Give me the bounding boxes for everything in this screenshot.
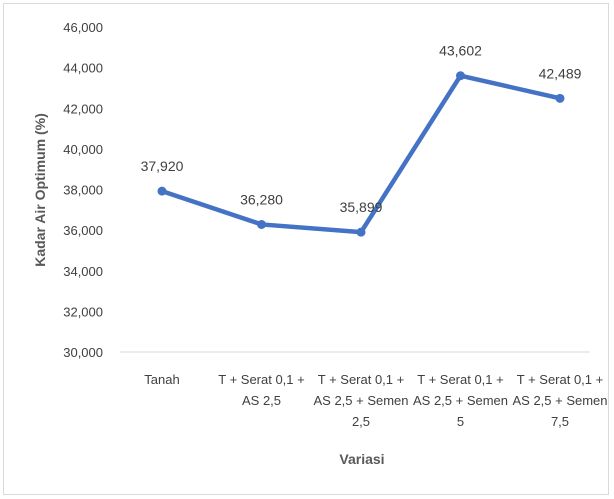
data-point <box>356 227 366 237</box>
data-point <box>257 219 266 229</box>
data-point <box>555 93 565 103</box>
y-tick-label: 44,000 <box>63 61 103 76</box>
y-tick-label: 38,000 <box>63 183 103 198</box>
data-label: 35,899 <box>340 199 383 215</box>
data-label: 36,280 <box>240 191 283 207</box>
x-tick-label: T + Serat 0,1 + AS 2,5 + Semen 2,5 <box>313 372 408 429</box>
y-tick-label: 32,000 <box>63 304 103 319</box>
data-label: 37,920 <box>141 158 184 174</box>
x-tick-label: T + Serat 0,1 + AS 2,5 + Semen 5 <box>413 372 508 429</box>
y-axis: 30,000 32,000 34,000 36,000 38,000 40,000 42,0… <box>63 20 103 360</box>
y-tick-label: 42,000 <box>63 101 103 116</box>
series-layer: 37,920 36,280 35,899 43,602 42,489 <box>141 43 582 237</box>
x-tick-label: T + Serat 0,1 + AS 2,5 <box>218 372 304 408</box>
data-label: 42,489 <box>539 65 582 81</box>
x-tick-label: T + Serat 0,1 + AS 2,5 + Semen 7,5 <box>512 372 607 429</box>
y-axis-title: Kadar Air Optimum (%) <box>32 113 48 267</box>
data-point <box>157 186 167 196</box>
y-tick-label: 34,000 <box>63 264 103 279</box>
x-tick-label: Tanah <box>144 372 179 387</box>
y-tick-label: 36,000 <box>63 223 103 238</box>
y-tick-label: 40,000 <box>63 142 103 157</box>
data-label: 43,602 <box>439 43 482 59</box>
y-tick-label: 30,000 <box>63 345 103 360</box>
x-axis: Tanah T + Serat 0,1 + AS 2,5T + Serat 0,1 … <box>144 372 607 429</box>
x-axis-title: Variasi <box>339 451 384 467</box>
y-tick-label: 46,000 <box>63 20 103 35</box>
data-point <box>456 71 465 81</box>
